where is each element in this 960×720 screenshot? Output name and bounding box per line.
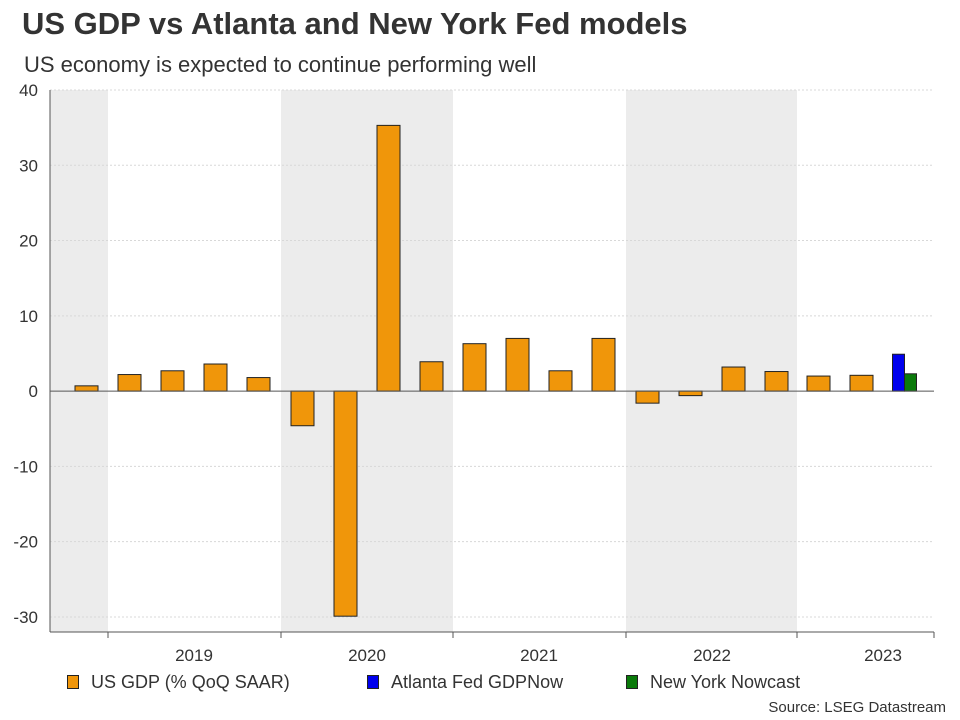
gdp-bar [160, 370, 185, 392]
y-tick-label: -20 [13, 533, 38, 552]
legend-item-new-york: New York Nowcast [626, 670, 800, 694]
gdp-bar [635, 390, 660, 404]
y-tick-label: 30 [19, 156, 38, 175]
legend-item-atlanta-fed: Atlanta Fed GDPNow [367, 670, 563, 694]
gdp-bar [678, 390, 703, 397]
shaded-band-2018 [50, 90, 108, 632]
x-tick-label: 2019 [175, 646, 213, 665]
x-tick-label: 2022 [693, 646, 731, 665]
gdp-bar [505, 337, 530, 392]
gdp-bar [203, 363, 228, 392]
y-tick-label: 0 [29, 382, 38, 401]
legend-item-us-gdp: US GDP (% QoQ SAAR) [67, 670, 290, 694]
legend-swatch-new-york [626, 675, 638, 689]
gdp-bar [290, 390, 315, 427]
atlanta-fed-bar [892, 353, 905, 392]
gdp-bar [849, 374, 874, 392]
chart-subtitle: US economy is expected to continue perfo… [24, 52, 537, 77]
legend-label-atlanta-fed: Atlanta Fed GDPNow [391, 671, 564, 692]
new-york-nowcast-bar [904, 373, 917, 392]
shaded-band-2022 [626, 90, 797, 632]
chart-title: US GDP vs Atlanta and New York Fed model… [22, 6, 688, 41]
y-tick-label: 10 [19, 307, 38, 326]
legend-swatch-us-gdp [67, 675, 79, 689]
gdp-bar [806, 375, 831, 392]
legend-label-us-gdp: US GDP (% QoQ SAAR) [91, 671, 290, 692]
x-tick-label: 2023 [864, 646, 902, 665]
y-tick-label: 40 [19, 81, 38, 100]
gdp-bar [117, 374, 142, 392]
y-tick-label: -10 [13, 457, 38, 476]
gdp-bar [764, 371, 789, 392]
legend-swatch-atlanta-fed [367, 675, 379, 689]
shaded-band-2020 [281, 90, 453, 632]
gdp-bar [74, 385, 99, 392]
gdp-bar [721, 366, 746, 392]
y-tick-label: -30 [13, 608, 38, 627]
y-tick-label: 20 [19, 232, 38, 251]
gdp-bar [333, 390, 358, 617]
x-tick-label: 2021 [520, 646, 558, 665]
x-tick-label: 2020 [348, 646, 386, 665]
legend-label-new-york: New York Nowcast [650, 671, 801, 692]
chart-legend: US GDP (% QoQ SAAR) Atlanta Fed GDPNow N… [0, 668, 960, 698]
gdp-bar [591, 337, 616, 392]
gdp-bar [419, 361, 444, 392]
source-note: Source: LSEG Datastream [768, 699, 946, 716]
gdp-bar [246, 377, 271, 392]
gdp-bar [548, 370, 573, 392]
gdp-bar [462, 343, 487, 392]
gdp-bar [376, 124, 401, 392]
